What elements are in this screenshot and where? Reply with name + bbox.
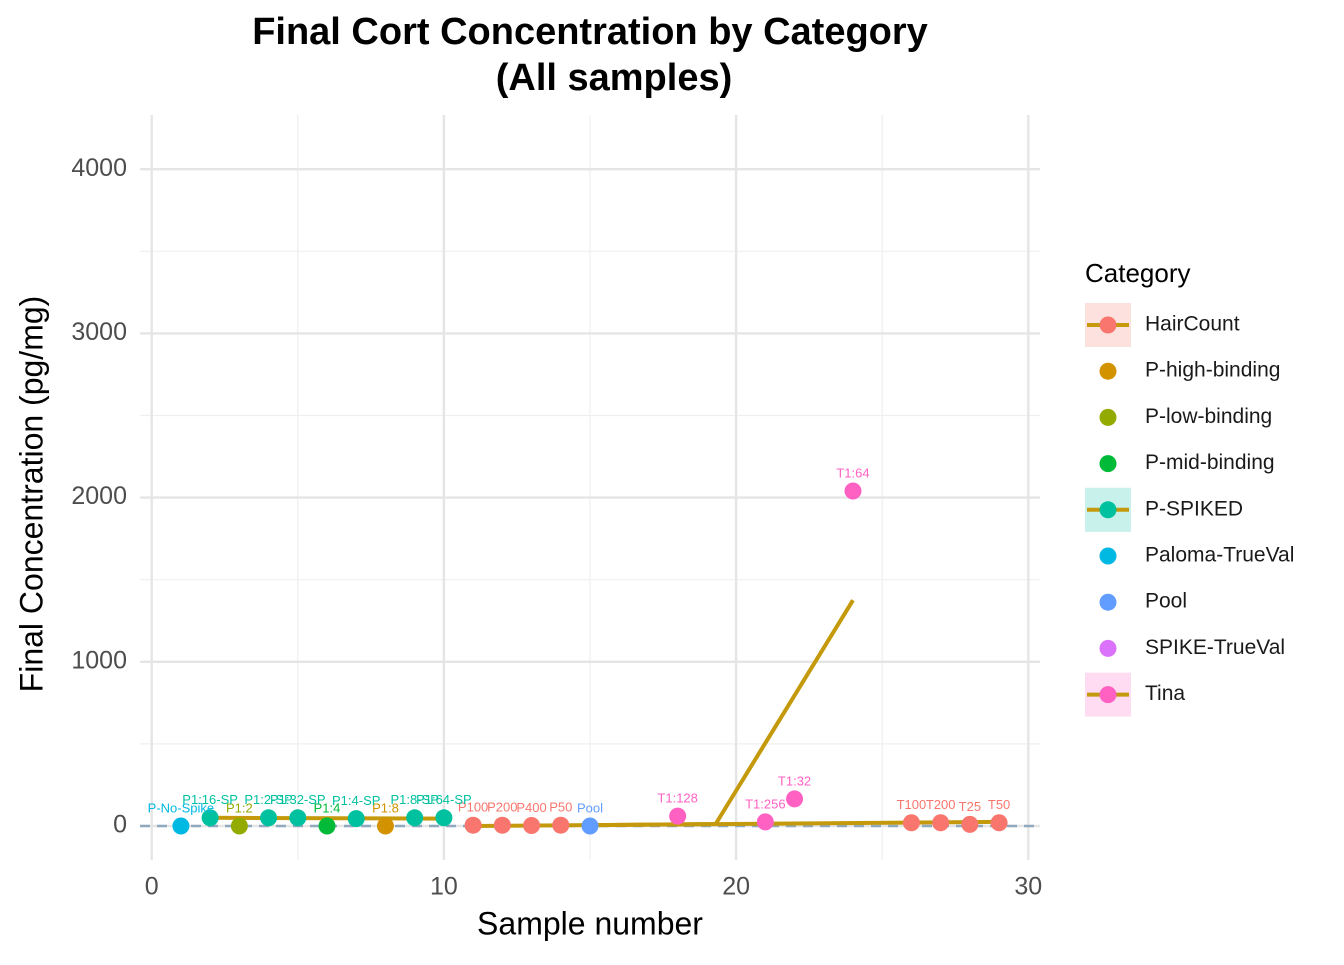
- point: [347, 810, 365, 828]
- point: [464, 816, 482, 834]
- legend-label: Tina: [1145, 682, 1185, 705]
- y-tick-label: 2000: [71, 482, 127, 510]
- x-tick-label: 30: [1014, 873, 1042, 901]
- point-label: T1:128: [657, 791, 697, 806]
- point-label: P1:2: [226, 800, 253, 815]
- y-tick-label: 4000: [71, 154, 127, 182]
- point: [961, 815, 979, 833]
- legend-marker: [1099, 501, 1117, 519]
- point-label: P100: [458, 800, 488, 815]
- legend-marker: [1099, 593, 1117, 611]
- legend-title: Category: [1085, 258, 1191, 288]
- point: [435, 809, 453, 827]
- legend-label: Paloma-TrueVal: [1145, 544, 1294, 567]
- point: [552, 816, 570, 834]
- point: [902, 814, 920, 832]
- point-label: T1:256: [745, 796, 785, 811]
- point: [260, 809, 278, 827]
- point-label: T1:64: [836, 465, 869, 480]
- point: [318, 817, 336, 835]
- point: [201, 809, 219, 827]
- point-label: P1:4: [314, 800, 341, 815]
- y-tick-label: 1000: [71, 646, 127, 674]
- point: [172, 817, 190, 835]
- point: [523, 817, 541, 835]
- legend-label: Pool: [1145, 590, 1187, 613]
- legend-marker: [1099, 547, 1117, 565]
- legend-marker: [1099, 639, 1117, 657]
- x-axis-label: Sample number: [477, 905, 703, 941]
- point: [581, 817, 599, 835]
- y-axis-label: Final Concentration (pg/mg): [13, 296, 49, 693]
- point-label: P1:8-SP: [390, 792, 438, 807]
- point: [932, 814, 950, 832]
- chart-subtitle: (All samples): [496, 57, 733, 99]
- point-label: P50: [549, 800, 572, 815]
- x-tick-label: 10: [430, 873, 458, 901]
- x-tick-label: 20: [722, 873, 750, 901]
- legend-label: P-high-binding: [1145, 359, 1280, 382]
- point-label: P200: [487, 800, 517, 815]
- y-tick-label: 0: [113, 811, 127, 839]
- point-label: P1:32-SP: [270, 792, 326, 807]
- point-label: P1:64-SP: [416, 792, 472, 807]
- legend-label: SPIKE-TrueVal: [1145, 636, 1285, 659]
- point-label: P1:8: [372, 800, 399, 815]
- legend-marker: [1099, 362, 1117, 380]
- point-label: Pool: [577, 800, 603, 815]
- y-tick-label: 3000: [71, 318, 127, 346]
- point-label: T1:32: [778, 773, 811, 788]
- point-label: T100: [897, 797, 927, 812]
- point: [990, 814, 1008, 832]
- point: [844, 482, 862, 500]
- point-label: T25: [959, 799, 981, 814]
- point: [289, 809, 307, 827]
- point: [376, 817, 394, 835]
- fit-line: [589, 599, 855, 828]
- legend-marker: [1099, 408, 1117, 426]
- point-label: P1:4-SP: [332, 793, 380, 808]
- legend-marker: [1099, 455, 1117, 473]
- point-label: P1:16-SP: [182, 792, 238, 807]
- point-label: T50: [988, 797, 1010, 812]
- legend-marker: [1099, 316, 1117, 334]
- legend-label: P-mid-binding: [1145, 451, 1275, 474]
- legend-label: P-low-binding: [1145, 405, 1272, 428]
- point-label: T200: [926, 797, 956, 812]
- point-label: P1:2-SP: [244, 792, 292, 807]
- point: [756, 813, 774, 831]
- point: [493, 816, 511, 834]
- legend-label: HairCount: [1145, 313, 1240, 336]
- point: [230, 817, 248, 835]
- chart-title: Final Cort Concentration by Category: [252, 11, 928, 53]
- x-tick-label: 0: [145, 873, 159, 901]
- point: [669, 807, 687, 825]
- point-label: P400: [516, 800, 546, 815]
- point: [786, 790, 804, 808]
- legend-marker: [1099, 686, 1117, 704]
- legend-label: P-SPIKED: [1145, 497, 1243, 520]
- point-label: P-No-Spike: [148, 800, 214, 815]
- point: [406, 809, 424, 827]
